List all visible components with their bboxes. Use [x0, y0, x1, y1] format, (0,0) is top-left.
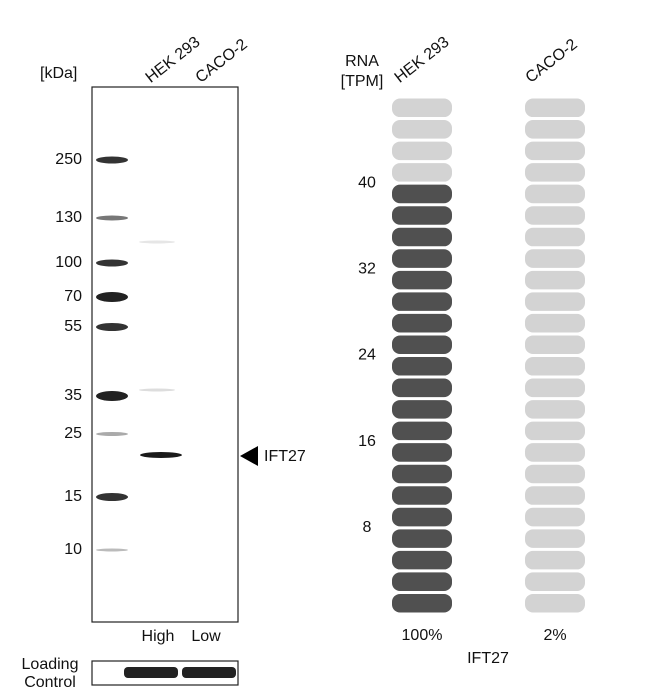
pill [392, 464, 452, 484]
marker-label: 55 [64, 318, 82, 335]
pill [525, 443, 585, 462]
y-tick-label: 16 [358, 433, 376, 450]
pill [392, 141, 452, 161]
pill [525, 249, 585, 268]
pill [392, 529, 452, 548]
pill [392, 163, 452, 182]
target-band [140, 452, 182, 458]
marker-band [96, 548, 128, 552]
lane-label: HEK 293 [143, 34, 204, 87]
marker-band [96, 391, 128, 401]
pill [392, 507, 452, 527]
pill-column [392, 98, 452, 613]
marker-band [96, 493, 128, 501]
pill [525, 572, 585, 591]
y-tick-label: 40 [358, 174, 376, 191]
pill [525, 593, 585, 613]
cell-line-label: CACO-2 [523, 36, 581, 87]
pill [392, 400, 452, 419]
pill [392, 335, 452, 354]
pill [525, 120, 585, 139]
marker-label: 70 [64, 288, 82, 305]
pill [392, 184, 452, 204]
percent-label: 2% [543, 627, 566, 644]
pill [392, 550, 452, 570]
pill [525, 507, 585, 527]
pill [392, 120, 452, 139]
pill [525, 464, 585, 484]
pill [525, 292, 585, 311]
percent-label: 100% [402, 627, 443, 644]
pill [525, 270, 585, 290]
pill [525, 357, 585, 376]
pill [525, 163, 585, 182]
pill [392, 486, 452, 505]
pill [525, 400, 585, 419]
pill [525, 486, 585, 505]
marker-label: 250 [55, 151, 82, 168]
faint-band [139, 388, 175, 392]
marker-band [96, 292, 128, 302]
pill [525, 313, 585, 333]
pill [392, 227, 452, 247]
marker-label: 35 [64, 387, 82, 404]
pill [392, 249, 452, 268]
pill-column [525, 98, 585, 613]
blot-frame [91, 86, 239, 623]
loading-band [182, 667, 236, 678]
loading-label: Control [24, 674, 76, 689]
loading-label: Loading [22, 656, 79, 673]
y-tick-label: 8 [363, 519, 372, 536]
gene-label: IFT27 [467, 650, 509, 667]
pill [525, 529, 585, 548]
marker-label: 100 [55, 254, 82, 271]
pill [392, 593, 452, 613]
pill [525, 335, 585, 354]
level-label: Low [191, 628, 221, 645]
pill [392, 357, 452, 376]
lane-label: CACO-2 [193, 36, 251, 87]
marker-band [96, 215, 128, 221]
pill [525, 141, 585, 161]
target-label: IFT27 [264, 448, 306, 465]
pill [525, 98, 585, 118]
pill [525, 206, 585, 225]
y-tick-label: 32 [358, 261, 376, 278]
pill [392, 98, 452, 118]
pill [525, 421, 585, 441]
loading-band [124, 667, 178, 678]
pill [525, 378, 585, 398]
y-tick-label: 24 [358, 347, 376, 364]
pill [392, 572, 452, 591]
pill [525, 184, 585, 204]
pill [525, 227, 585, 247]
pill [392, 270, 452, 290]
marker-band [96, 323, 128, 331]
pill [392, 378, 452, 398]
marker-label: 130 [55, 209, 82, 226]
faint-band [139, 240, 175, 244]
level-label: High [142, 628, 175, 645]
marker-label: 10 [64, 541, 82, 558]
pill [392, 206, 452, 225]
pill [392, 443, 452, 462]
target-arrow [240, 446, 258, 466]
marker-label: 25 [64, 425, 82, 442]
marker-band [96, 156, 128, 164]
pill [525, 550, 585, 570]
marker-band [96, 432, 128, 436]
unit-label: [kDa] [40, 65, 77, 82]
rna-header: RNA [345, 53, 379, 70]
cell-line-label: HEK 293 [392, 34, 453, 87]
pill [392, 313, 452, 333]
rna-header: [TPM] [341, 73, 384, 90]
marker-label: 15 [64, 488, 82, 505]
pill [392, 292, 452, 311]
pill [392, 421, 452, 441]
marker-band [96, 259, 128, 267]
